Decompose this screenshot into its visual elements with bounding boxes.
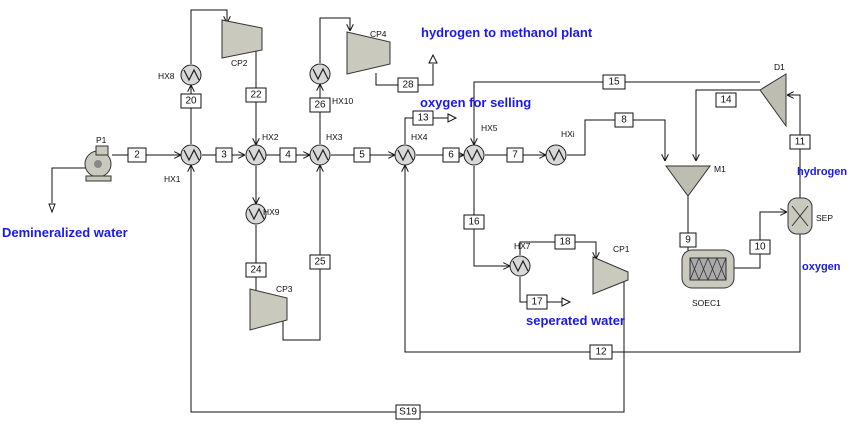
- stream-15[interactable]: 15: [608, 77, 620, 88]
- hydrogen-label: hydrogen: [797, 166, 847, 178]
- label-sep: SEP: [816, 213, 833, 223]
- label-hx2: HX2: [262, 132, 279, 142]
- splitter-d1-icon[interactable]: [759, 73, 787, 128]
- stream-8[interactable]: 8: [621, 115, 627, 126]
- hx4-icon[interactable]: [394, 144, 416, 166]
- label-hxi: HXi: [561, 129, 575, 139]
- stream-18[interactable]: 18: [559, 237, 571, 248]
- stream-9[interactable]: 9: [685, 235, 691, 246]
- hx2-icon[interactable]: [245, 144, 267, 166]
- hx8-icon[interactable]: [180, 64, 202, 86]
- hx5-icon[interactable]: [463, 144, 485, 166]
- hx1-icon[interactable]: [180, 144, 202, 166]
- separator-sep-icon[interactable]: [787, 197, 813, 235]
- stream-16[interactable]: 16: [468, 217, 480, 228]
- stream-20[interactable]: 20: [185, 96, 197, 107]
- sep-water-label: seperated water: [526, 313, 625, 328]
- stream-11[interactable]: 11: [795, 137, 806, 148]
- label-p1: P1: [96, 135, 107, 145]
- feed-label: Demineralized water: [2, 225, 128, 240]
- label-d1: D1: [774, 62, 785, 72]
- label-hx8: HX8: [158, 71, 175, 81]
- oxygen-label: oxygen: [802, 261, 841, 273]
- annotations: Demineralized water hydrogen to methanol…: [2, 25, 847, 328]
- compressor-cp2-icon[interactable]: [221, 19, 263, 59]
- label-hx7: HX7: [514, 241, 531, 251]
- label-hx4: HX4: [411, 132, 428, 142]
- mixer-m1-icon[interactable]: [665, 165, 711, 197]
- hx9-icon[interactable]: [245, 203, 267, 225]
- stream-24[interactable]: 24: [250, 265, 262, 276]
- label-m1: M1: [714, 164, 726, 174]
- stream-12[interactable]: 12: [595, 347, 607, 358]
- stream-7[interactable]: 7: [512, 150, 518, 161]
- stream-26[interactable]: 26: [314, 100, 326, 111]
- hx3-icon[interactable]: [309, 144, 331, 166]
- water-arrow-icon: [561, 297, 572, 307]
- stream-tags: 2 3 4 5 6 7 8 9 10 11 12 13 14 15 16 17 …: [127, 74, 811, 420]
- compressor-cp3-icon[interactable]: [249, 288, 288, 331]
- stream-5[interactable]: 5: [359, 150, 365, 161]
- methanol-label: hydrogen to methanol plant: [421, 25, 593, 40]
- label-cp2: CP2: [231, 58, 248, 68]
- hxi-icon[interactable]: [545, 144, 567, 166]
- stream-17[interactable]: 17: [531, 297, 543, 308]
- stream-14[interactable]: 14: [720, 95, 732, 106]
- stream-13[interactable]: 13: [417, 113, 429, 124]
- label-soec1: SOEC1: [692, 298, 721, 308]
- methanol-arrow-icon: [428, 53, 438, 64]
- label-hx9: HX9: [263, 207, 280, 217]
- pump-p1-icon[interactable]: [84, 145, 112, 182]
- feed-arrow-icon: [48, 203, 56, 214]
- label-cp4: CP4: [370, 29, 387, 39]
- oxygen-selling-arrow-icon: [447, 113, 458, 123]
- stream-2[interactable]: 2: [134, 150, 140, 161]
- equipment-labels: P1 HX1 HX2 HX3 HX4 HX5 HXi HX7 HX8 HX9 H…: [96, 29, 833, 308]
- hx10-icon[interactable]: [309, 63, 331, 85]
- label-hx1: HX1: [164, 174, 181, 184]
- stream-s19[interactable]: S19: [399, 407, 417, 418]
- soec1-icon[interactable]: [681, 249, 735, 289]
- label-hx10: HX10: [332, 96, 354, 106]
- compressor-cp4-icon[interactable]: [346, 31, 391, 75]
- label-hx3: HX3: [326, 132, 343, 142]
- stream-22[interactable]: 22: [250, 90, 262, 101]
- compressor-cp1-icon[interactable]: [592, 256, 629, 295]
- stream-3[interactable]: 3: [221, 150, 227, 161]
- hx7-icon[interactable]: [509, 255, 531, 277]
- stream-25[interactable]: 25: [314, 257, 326, 268]
- label-cp3: CP3: [276, 284, 293, 294]
- stream-4[interactable]: 4: [285, 150, 291, 161]
- label-hx5: HX5: [481, 123, 498, 133]
- stream-10[interactable]: 10: [754, 242, 766, 253]
- stream-6[interactable]: 6: [448, 150, 454, 161]
- oxygen-selling-label: oxygen for selling: [420, 95, 531, 110]
- label-cp1: CP1: [613, 244, 630, 254]
- stream-28[interactable]: 28: [402, 80, 414, 91]
